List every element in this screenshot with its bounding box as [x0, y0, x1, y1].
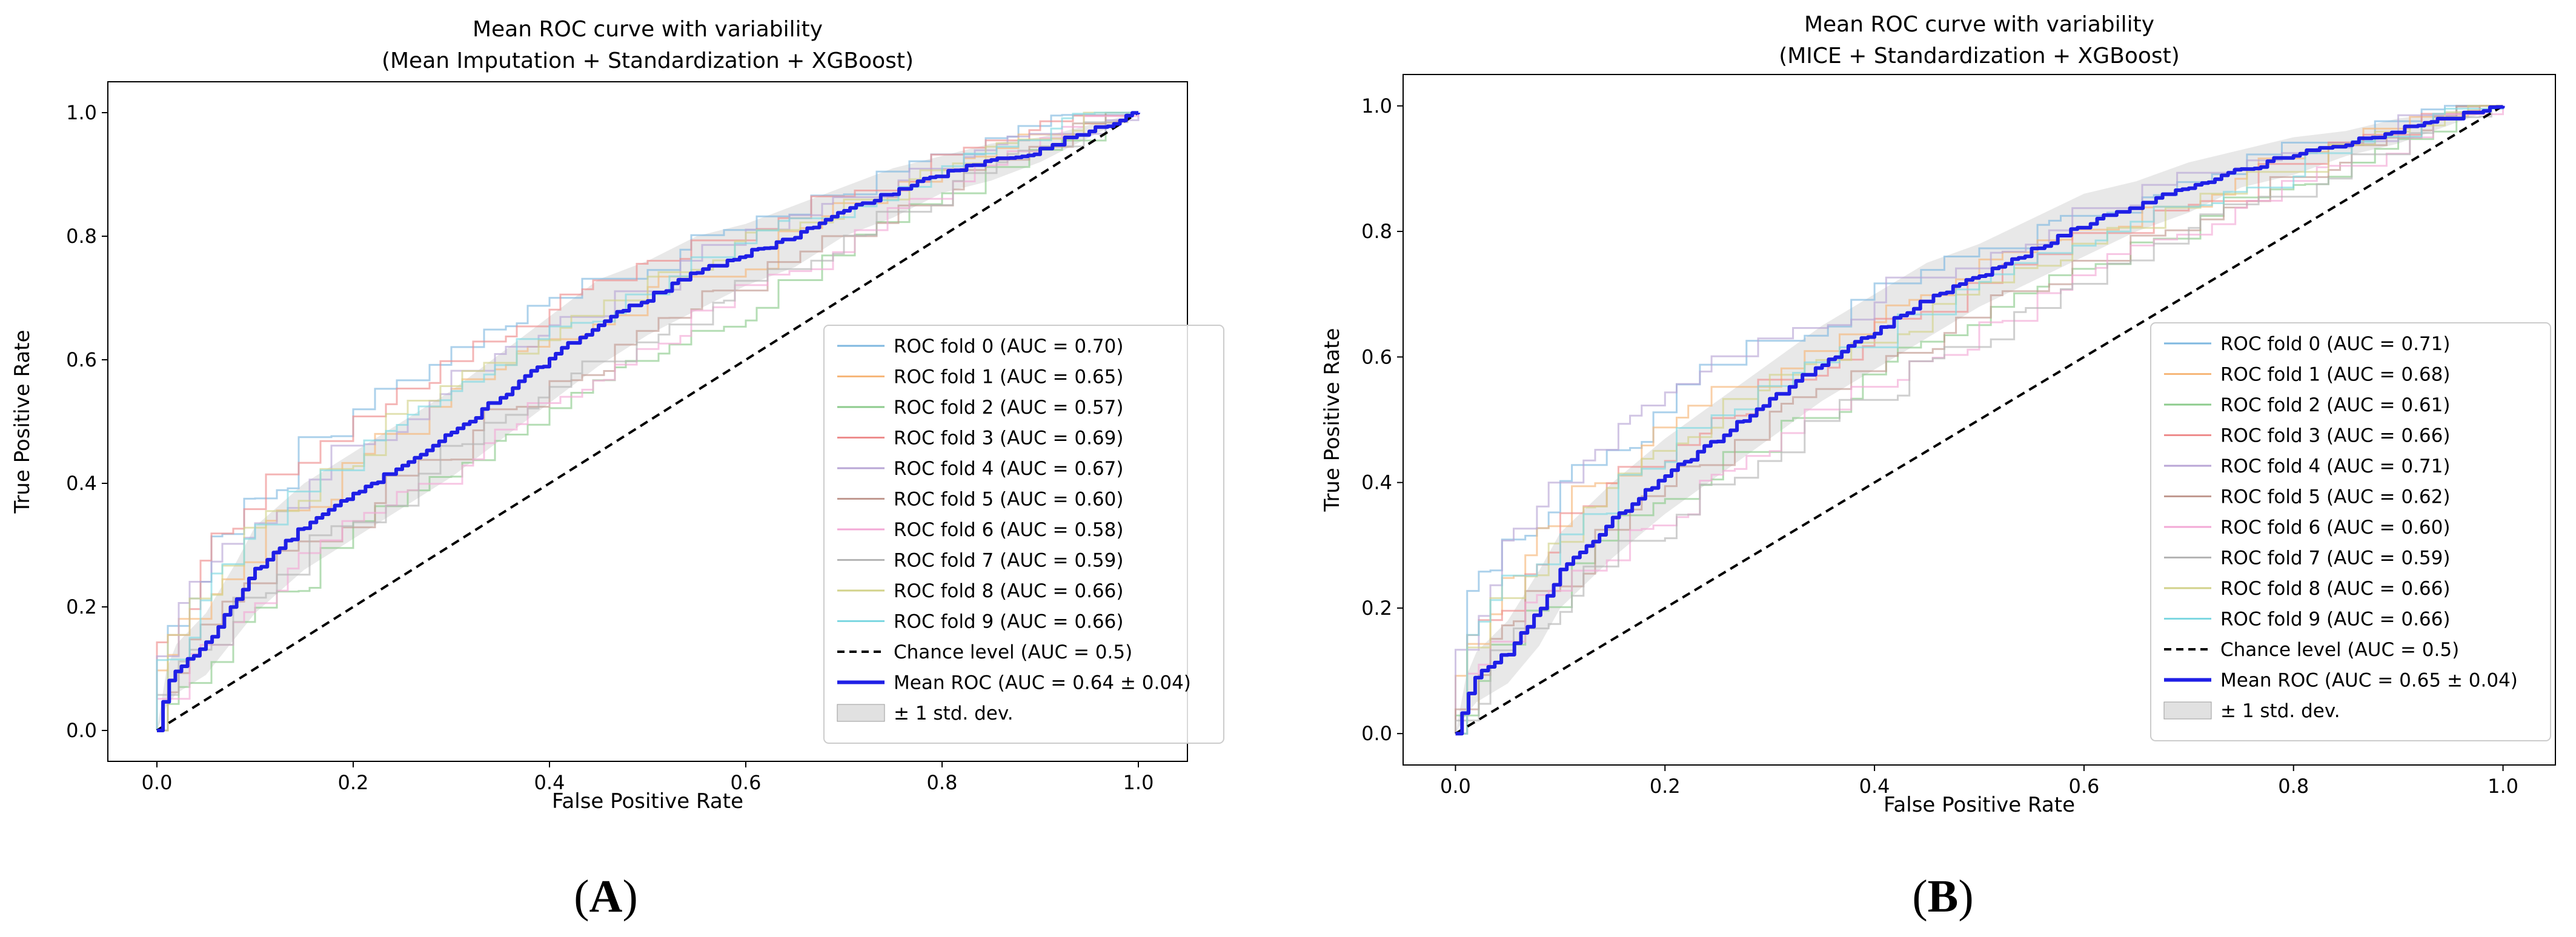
- panel-b: Mean ROC curve with variability (MICE + …: [1320, 12, 2556, 922]
- legend-label-chance: Chance level (AUC = 0.5): [2220, 639, 2459, 661]
- y-tick-label: 0.6: [66, 348, 97, 371]
- x-tick-label: 0.4: [534, 771, 565, 794]
- roc-fold-8-line: [157, 111, 1138, 732]
- chance-level-line: [156, 111, 1140, 732]
- roc-fold-9-line: [1455, 105, 2504, 735]
- legend-label-fold-7: ROC fold 7 (AUC = 0.59): [2220, 548, 2450, 569]
- y-axis-label: True Positive Rate: [10, 330, 35, 514]
- panel-label-close: ): [622, 871, 637, 922]
- legend-label-fold-2: ROC fold 2 (AUC = 0.57): [894, 397, 1123, 419]
- legend-label-fold-4: ROC fold 4 (AUC = 0.67): [894, 458, 1123, 480]
- y-tick-label: 0.2: [66, 595, 97, 618]
- legend-swatch-band: [2163, 701, 2212, 720]
- chart-title: Mean ROC curve with variability: [1804, 12, 2154, 37]
- x-tick-label: 1.0: [2488, 775, 2518, 798]
- y-tick-label: 1.0: [66, 101, 97, 124]
- chance-level-line: [1455, 105, 2504, 735]
- roc-fold-6-line: [1455, 105, 2504, 735]
- x-tick-label: 0.0: [142, 771, 173, 794]
- x-tick-label: 0.4: [1859, 775, 1890, 798]
- x-tick-label: 0.6: [2068, 775, 2099, 798]
- y-tick-label: 0.8: [1361, 220, 1392, 243]
- legend-label-fold-2: ROC fold 2 (AUC = 0.61): [2220, 394, 2450, 416]
- legend-label-fold-0: ROC fold 0 (AUC = 0.71): [2220, 333, 2450, 355]
- legend-label-fold-3: ROC fold 3 (AUC = 0.69): [894, 428, 1123, 449]
- panel-a: Mean ROC curve with variability (Mean Im…: [10, 17, 1224, 922]
- legend-label-fold-9: ROC fold 9 (AUC = 0.66): [894, 611, 1123, 633]
- plot-frame: [1403, 74, 2556, 766]
- panel-label-close: ): [1958, 871, 1973, 922]
- x-tick-label: 0.2: [1650, 775, 1681, 798]
- panel-label-open: (: [1912, 871, 1927, 922]
- chart-subtitle: (MICE + Standardization + XGBoost): [1779, 44, 2180, 68]
- chart-subtitle: (Mean Imputation + Standardization + XGB…: [382, 48, 914, 73]
- legend-label-fold-8: ROC fold 8 (AUC = 0.66): [2220, 578, 2450, 600]
- panel-label-a: (A): [574, 871, 638, 922]
- legend-label-fold-6: ROC fold 6 (AUC = 0.58): [894, 519, 1123, 541]
- legend-label-fold-1: ROC fold 1 (AUC = 0.68): [2220, 364, 2450, 386]
- legend-label-fold-6: ROC fold 6 (AUC = 0.60): [2220, 517, 2450, 538]
- chart-title: Mean ROC curve with variability: [473, 17, 823, 42]
- legend-label-mean: Mean ROC (AUC = 0.65 ± 0.04): [2220, 670, 2518, 692]
- legend-label-fold-4: ROC fold 4 (AUC = 0.71): [2220, 455, 2450, 477]
- legend-label-fold-3: ROC fold 3 (AUC = 0.66): [2220, 425, 2450, 447]
- x-axis-label: False Positive Rate: [1884, 793, 2075, 817]
- roc-fold-7-line: [1455, 105, 2503, 734]
- legend-label-band: ± 1 std. dev.: [894, 703, 1014, 724]
- legend-label-band: ± 1 std. dev.: [2220, 700, 2340, 722]
- panel-label-letter: B: [1928, 871, 1959, 922]
- legend: ROC fold 0 (AUC = 0.71) ROC fold 1 (AUC =…: [2150, 322, 2551, 741]
- y-axis-label: True Positive Rate: [1320, 328, 1344, 512]
- legend-label-fold-5: ROC fold 5 (AUC = 0.62): [2220, 486, 2450, 508]
- y-tick-label: 0.4: [66, 472, 97, 495]
- legend: ROC fold 0 (AUC = 0.70) ROC fold 1 (AUC =…: [823, 325, 1224, 744]
- y-tick-label: 0.0: [66, 719, 97, 742]
- y-tick-label: 0.2: [1361, 597, 1392, 620]
- x-tick-label: 0.8: [2278, 775, 2309, 798]
- x-tick-label: 0.0: [1440, 775, 1471, 798]
- legend-label-fold-1: ROC fold 1 (AUC = 0.65): [894, 366, 1123, 388]
- legend-box: [823, 325, 1224, 744]
- x-tick-label: 1.0: [1123, 771, 1154, 794]
- legend-label-fold-7: ROC fold 7 (AUC = 0.59): [894, 550, 1123, 572]
- roc-fold-8-line: [1455, 105, 2503, 735]
- x-tick-label: 0.6: [731, 771, 762, 794]
- panel-label-b: (B): [1912, 871, 1973, 922]
- y-tick-label: 0.0: [1361, 722, 1392, 745]
- roc-fold-7-line: [156, 111, 1138, 730]
- y-tick-label: 0.6: [1361, 345, 1392, 368]
- panel-label-open: (: [574, 871, 589, 922]
- roc-fold-3-line: [1455, 105, 2503, 735]
- y-tick-label: 1.0: [1361, 94, 1392, 118]
- x-axis-label: False Positive Rate: [552, 789, 743, 813]
- legend-label-mean: Mean ROC (AUC = 0.64 ± 0.04): [894, 672, 1191, 694]
- legend-label-fold-0: ROC fold 0 (AUC = 0.70): [894, 336, 1123, 357]
- legend-swatch-band: [837, 704, 885, 722]
- panel-label-letter: A: [589, 871, 623, 922]
- mean-roc-line: [157, 111, 1140, 732]
- legend-label-fold-5: ROC fold 5 (AUC = 0.60): [894, 489, 1123, 511]
- legend-label-chance: Chance level (AUC = 0.5): [894, 641, 1132, 663]
- roc-fold-5-line: [1455, 105, 2503, 734]
- y-tick-label: 0.4: [1361, 471, 1392, 494]
- x-tick-label: 0.8: [927, 771, 958, 794]
- y-tick-label: 0.8: [66, 225, 97, 248]
- mean-roc-line: [1455, 105, 2505, 736]
- legend-box: [2150, 322, 2551, 741]
- legend-label-fold-9: ROC fold 9 (AUC = 0.66): [2220, 609, 2450, 631]
- x-tick-label: 0.2: [338, 771, 369, 794]
- legend-label-fold-8: ROC fold 8 (AUC = 0.66): [894, 580, 1123, 602]
